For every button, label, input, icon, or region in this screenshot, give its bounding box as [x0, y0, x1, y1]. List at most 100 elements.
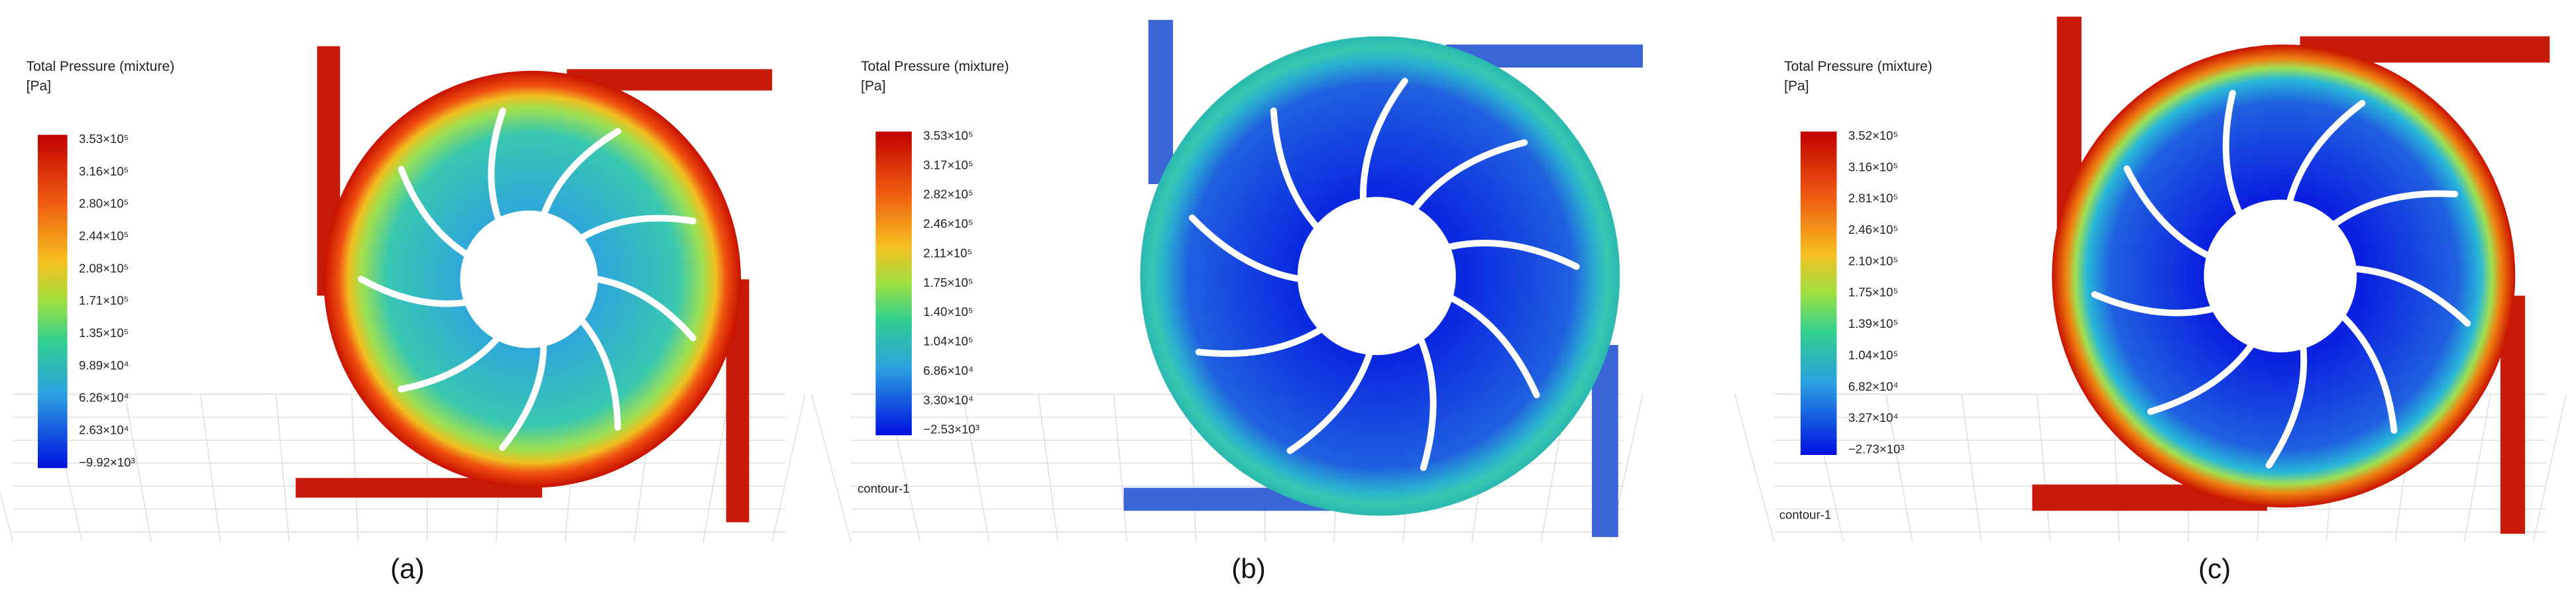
blade — [1359, 77, 1408, 207]
blade — [488, 107, 506, 226]
floor-line — [1734, 394, 1775, 542]
floor-line — [2532, 394, 2567, 542]
floor-line — [275, 394, 290, 542]
blade — [1188, 214, 1308, 283]
colorbar-label: 6.82×10⁴ — [1848, 379, 1899, 393]
floor-line — [199, 394, 221, 542]
colorbar — [875, 131, 912, 436]
blade — [2265, 342, 2308, 469]
blade — [2340, 313, 2398, 434]
colorbar-label: 1.71×10⁵ — [79, 293, 129, 307]
floor-line — [962, 394, 990, 542]
colorbar-label: 1.04×10⁵ — [923, 334, 973, 348]
colorbar-label: 2.81×10⁵ — [1848, 191, 1898, 205]
blade — [2222, 89, 2245, 221]
colorbar-label: 1.75×10⁵ — [1848, 285, 1898, 299]
colorbar-label: 2.08×10⁵ — [79, 261, 129, 275]
hub — [1297, 197, 1456, 356]
floor-line — [811, 394, 852, 542]
blade — [2147, 338, 2257, 415]
colorbar-label: −2.53×10³ — [923, 423, 980, 436]
blade — [1286, 347, 1374, 454]
blade — [2286, 99, 2366, 207]
view-label: contour-1 — [858, 481, 910, 495]
floor-line — [1961, 394, 1982, 542]
blade — [2091, 291, 2221, 317]
floor-line — [124, 394, 152, 542]
legend-unit: [Pa] — [1784, 79, 1809, 94]
blade — [1195, 323, 1329, 357]
colorbar-label: 9.89×10⁴ — [79, 358, 129, 372]
blade — [1270, 107, 1323, 234]
blade — [1445, 240, 1580, 270]
blade — [398, 332, 503, 393]
hub — [2204, 199, 2357, 353]
blade — [499, 340, 547, 451]
view-label: contour-1 — [1779, 508, 1832, 522]
legend-title: Total Pressure (mixture) — [1784, 59, 1932, 74]
colorbar-label: 1.04×10⁵ — [1848, 348, 1898, 362]
blade — [594, 275, 697, 342]
floor-line — [1113, 394, 1128, 542]
blade — [1411, 139, 1528, 213]
floor-line — [351, 394, 359, 542]
panels: Total Pressure (mixture) [Pa] 3.53×10⁵ 3.16… — [0, 17, 2567, 584]
colorbar-label: 1.75×10⁵ — [923, 275, 973, 289]
legend-title: Total Pressure (mixture) — [27, 59, 175, 74]
floor-line — [771, 394, 806, 542]
legend-unit: [Pa] — [27, 79, 51, 94]
colorbar-label: 3.17×10⁵ — [923, 158, 973, 172]
colorbar-label: 3.52×10⁵ — [1848, 128, 1898, 142]
blade — [1417, 336, 1437, 472]
colorbar-label: 1.35×10⁵ — [79, 326, 129, 340]
colorbar-label: 3.16×10⁵ — [1848, 160, 1898, 174]
blade — [579, 215, 697, 241]
floor-line — [1037, 394, 1059, 542]
panel: Total Pressure (mixture) [Pa] 3.53×10⁵ 3.16… — [0, 46, 806, 584]
colorbar-label: 6.26×10⁴ — [79, 391, 129, 405]
colorbar-label: 2.10×10⁵ — [1848, 254, 1898, 268]
colorbar-label: 3.30×10⁴ — [923, 393, 974, 407]
panel: Total Pressure (mixture) [Pa] 3.52×10⁵ 3.16… — [1734, 17, 2567, 584]
colorbar-label: −2.73×10³ — [1848, 442, 1905, 456]
colorbar — [38, 134, 68, 468]
colorbar-label: 2.46×10⁵ — [1848, 223, 1898, 236]
pipe — [1148, 20, 1173, 184]
floor-line — [1885, 394, 1913, 542]
legend-unit: [Pa] — [861, 79, 885, 94]
blade — [2331, 190, 2459, 228]
caption: (b) — [1231, 553, 1265, 584]
floor-line — [702, 394, 730, 542]
colorbar-label: 2.80×10⁵ — [79, 197, 129, 211]
colorbar-label: 3.53×10⁵ — [923, 128, 973, 142]
colorbar-label: 3.27×10⁴ — [1848, 411, 1899, 424]
floor-line — [2037, 394, 2051, 542]
blade — [358, 275, 475, 307]
colorbar-label: 1.39×10⁵ — [1848, 317, 1898, 330]
colorbar-label: 6.86×10⁴ — [923, 364, 974, 377]
colorbar-label: 2.11×10⁵ — [923, 246, 972, 260]
legend-title: Total Pressure (mixture) — [861, 59, 1009, 74]
colorbar-label: −9.92×10³ — [79, 455, 135, 469]
blade — [540, 128, 622, 219]
colorbar-label: 2.44×10⁵ — [79, 228, 129, 242]
blade — [398, 166, 475, 260]
blade — [2352, 266, 2471, 327]
colorbar-label: 1.40×10⁵ — [923, 305, 973, 319]
floor-line — [0, 491, 14, 542]
colorbar-label: 3.53×10⁵ — [79, 132, 129, 146]
caption: (a) — [390, 553, 424, 584]
blade — [1448, 295, 1540, 399]
colorbar-label: 3.16×10⁵ — [79, 164, 129, 178]
colorbar — [1800, 131, 1837, 456]
colorbar-label: 2.82×10⁵ — [923, 187, 973, 201]
colorbar-label: 2.46×10⁵ — [923, 217, 973, 230]
hub — [460, 210, 598, 348]
floor-line — [2463, 394, 2491, 542]
caption: (c) — [2198, 553, 2231, 584]
panel: Total Pressure (mixture) [Pa] 3.53×10⁵ 3.17… — [811, 20, 1644, 584]
blade — [579, 318, 622, 431]
colorbar-label: 2.63×10⁴ — [79, 423, 129, 436]
